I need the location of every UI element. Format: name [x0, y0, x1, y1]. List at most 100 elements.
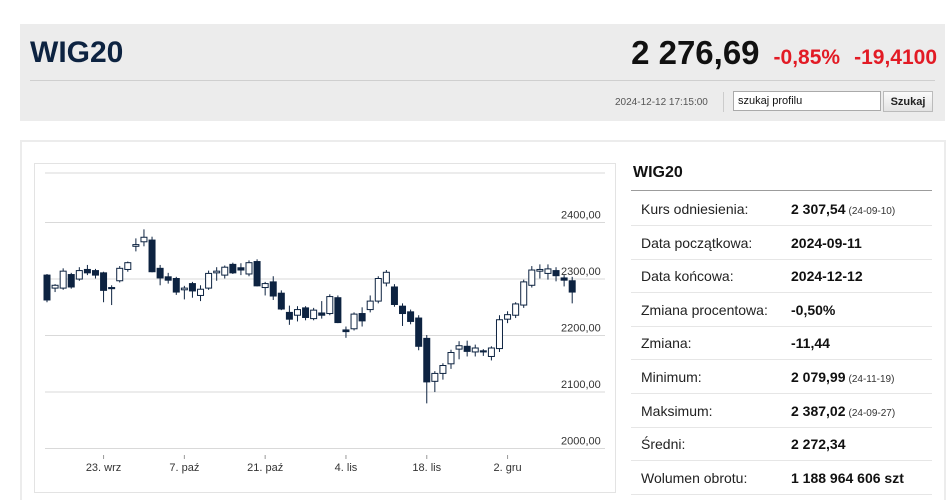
x-tick-label: 23. wrz — [86, 462, 121, 474]
candle-up — [261, 283, 269, 289]
stats-row: Maksimum: 2 387,02 (24-09-27) — [631, 394, 932, 428]
stats-value-text: 2 079,99 — [791, 369, 846, 385]
candle-down — [91, 270, 99, 276]
stats-label: Kurs odniesienia: — [641, 201, 749, 217]
stats-row: Zmiana procentowa: -0,50% — [631, 293, 932, 327]
candle-down — [334, 297, 342, 324]
candle-down — [302, 307, 310, 318]
y-tick-label: 2100,00 — [561, 379, 601, 391]
y-tick-label: 2400,00 — [561, 210, 601, 222]
stats-value-text: 1 188 964 606 szt — [791, 469, 904, 486]
content-panel — [20, 140, 946, 500]
candle-up — [471, 347, 479, 353]
candle-down — [269, 281, 277, 297]
stats-divider — [631, 190, 932, 191]
stats-value-date: (24-09-10) — [848, 206, 896, 217]
stats-label: Maksimum: — [641, 402, 713, 419]
stats-label: Zmiana procentowa: — [641, 301, 768, 318]
change-percent: -0,85% — [773, 46, 841, 69]
candle-down — [100, 272, 108, 291]
stats-value-text: 2 307,54 — [791, 201, 846, 217]
stats-row: Data końcowa: 2024-12-12 — [631, 259, 932, 294]
stats-row: Zmiana: -11,44 — [631, 326, 932, 361]
candle-up — [536, 268, 544, 272]
stats-value-text: 2 387,02 — [791, 402, 846, 419]
candle-up — [293, 309, 301, 316]
stats-value: 2024-09-11 — [791, 235, 862, 251]
candle-up — [75, 270, 83, 280]
stats-value: 2 079,99 (24-11-19) — [791, 369, 894, 385]
x-tick-label: 21. paź — [247, 462, 283, 474]
y-tick-label: 2000,00 — [561, 436, 601, 448]
stats-value-date: (24-11-19) — [848, 374, 895, 385]
candle-down — [390, 286, 398, 305]
candle-up — [326, 296, 334, 315]
y-tick-label: 2300,00 — [561, 266, 601, 278]
candle-up — [374, 278, 382, 302]
stats-value-date: (24-09-27) — [848, 407, 896, 419]
candle-down — [479, 350, 487, 353]
candle-down — [172, 278, 180, 293]
stats-value-text: -11,44 — [791, 335, 830, 352]
profile-search-input[interactable] — [733, 91, 881, 111]
candle-down — [188, 283, 196, 292]
quote-timestamp: 2024-12-12 17:15:00 — [615, 97, 708, 108]
stats-value: 2 307,54 (24-09-10) — [791, 201, 895, 217]
candlestick-chart: 2400,00 2300,00 2200,00 2100,00 2000,00 23. w… — [43, 172, 605, 474]
stats-value: -11,44 — [791, 335, 830, 351]
instrument-title: WIG20 — [30, 36, 124, 69]
candle-up — [495, 319, 503, 350]
stats-label: Zmiana: — [641, 335, 692, 352]
candle-down — [568, 280, 576, 293]
toolbar-separator — [723, 92, 724, 112]
candle-up — [382, 271, 390, 284]
candle-up — [455, 345, 463, 350]
search-button[interactable]: Szukaj — [883, 91, 933, 112]
stats-label: Data początkowa: — [641, 234, 753, 251]
candle-down — [358, 313, 366, 322]
candle-up — [366, 300, 374, 311]
stats-value-text: 2024-12-12 — [791, 268, 863, 285]
candle-down — [399, 305, 407, 315]
candle-up — [487, 347, 495, 357]
candle-down — [253, 261, 261, 287]
stats-label: Data końcowa: — [641, 268, 734, 285]
candle-up — [59, 270, 67, 289]
candle-down — [237, 267, 245, 271]
candle-down — [229, 263, 237, 274]
candle-up — [116, 267, 124, 282]
candle-up — [205, 272, 213, 289]
candle-up — [350, 313, 358, 330]
candle-up — [213, 270, 221, 274]
stats-value: -0,50% — [791, 302, 835, 318]
candle-down — [407, 311, 415, 322]
candle-up — [512, 303, 520, 316]
candle-up — [51, 284, 59, 289]
stats-value: 2 387,02 (24-09-27) — [791, 403, 895, 419]
stats-value-text: -0,50% — [791, 301, 836, 318]
candle-down — [67, 274, 75, 288]
stats-row: Kurs odniesienia: 2 307,54 (24-09-10) — [631, 192, 932, 226]
candle-up — [504, 314, 512, 320]
candle-down — [560, 277, 568, 281]
candle-up — [140, 236, 148, 243]
x-tick-label: 7. paź — [169, 462, 199, 474]
quote-summary: 2 276,69 -0,85% -19,4100 — [631, 34, 937, 72]
stats-title: WIG20 — [633, 164, 683, 181]
quote-header: WIG20 2 276,69 -0,85% -19,4100 2024-12-1… — [20, 24, 945, 121]
candle-down — [415, 317, 423, 347]
stats-label: Wolumen obrotu: — [641, 469, 748, 486]
stats-row: Data początkowa: 2024-09-11 — [631, 226, 932, 260]
stats-label: Minimum: — [641, 369, 702, 385]
candle-down — [318, 312, 326, 316]
candle-down — [148, 239, 156, 273]
candle-down — [156, 267, 164, 279]
candle-down — [463, 345, 471, 352]
candle-up — [197, 288, 205, 296]
x-tick-label: 4. lis — [335, 462, 358, 474]
candle-up — [528, 269, 536, 286]
candle-up — [431, 372, 439, 382]
stats-value: 2024-12-12 — [791, 268, 863, 284]
candle-down — [285, 311, 293, 320]
candle-down — [83, 268, 91, 274]
